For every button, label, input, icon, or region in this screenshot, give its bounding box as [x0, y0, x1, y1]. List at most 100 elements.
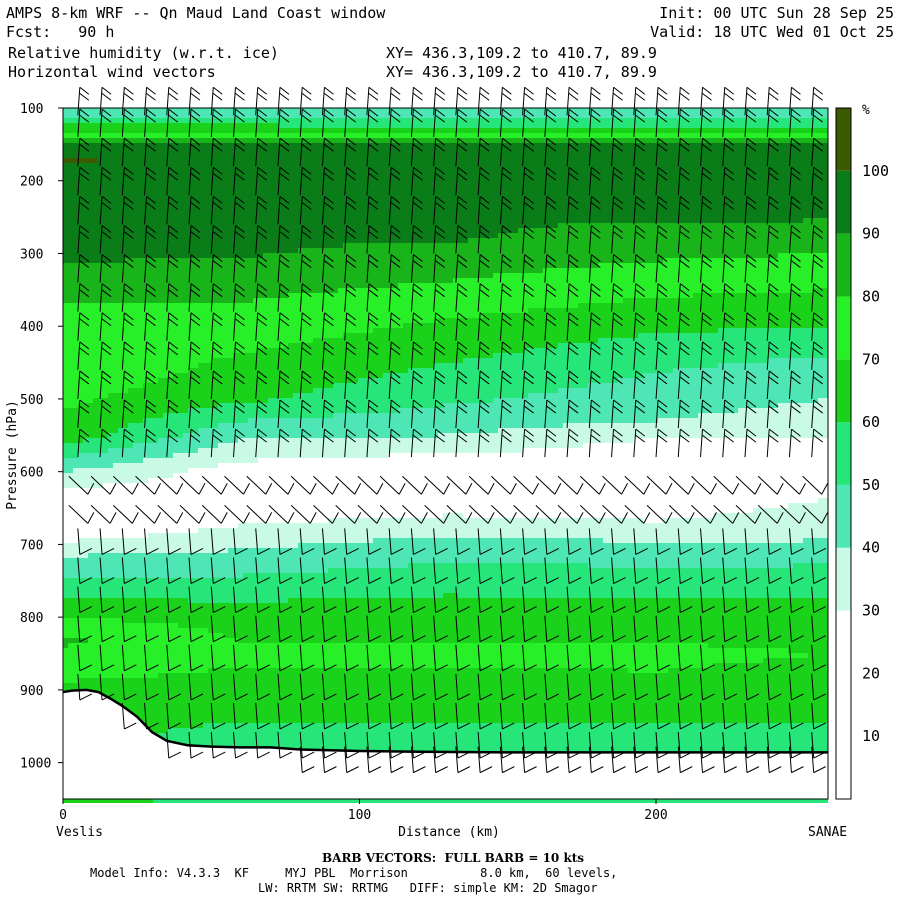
rh-cell: [108, 433, 183, 438]
rh-cell: [63, 538, 78, 543]
wind-barb: [566, 746, 582, 774]
rh-cell: [63, 243, 343, 248]
rh-cell: [298, 248, 828, 253]
wind-barb: [121, 312, 134, 341]
wind-barb: [144, 166, 156, 196]
wind-barb: [691, 475, 717, 495]
wind-barb: [313, 475, 339, 495]
rh-cell: [218, 443, 583, 448]
wind-barb: [522, 399, 534, 429]
wind-barb: [188, 341, 201, 370]
wind-barb: [299, 528, 315, 555]
wind-barb: [588, 137, 601, 167]
wind-barb: [277, 557, 293, 584]
rh-cell: [63, 703, 828, 708]
wind-barb: [566, 137, 579, 167]
wind-barb: [766, 312, 779, 341]
wind-barb: [766, 370, 779, 399]
wind-barb: [433, 428, 445, 458]
wind-barb: [277, 312, 290, 341]
rh-cell: [168, 728, 828, 733]
rh-cell: [153, 798, 828, 803]
wind-barb: [788, 166, 801, 196]
wind-barb: [433, 225, 445, 254]
rh-cell: [63, 628, 208, 633]
wind-barb: [744, 254, 757, 283]
wind-barb: [722, 137, 735, 167]
wind-barb: [121, 702, 137, 730]
wind-barb: [655, 195, 668, 225]
wind-barb: [144, 644, 159, 672]
wind-barb: [677, 644, 693, 672]
wind-barb: [544, 137, 557, 167]
wind-barb: [677, 702, 693, 730]
wind-barb: [210, 283, 223, 312]
wind-barb: [455, 528, 471, 555]
wind-barb: [499, 254, 512, 283]
rh-cell: [63, 588, 828, 593]
wind-barb: [77, 86, 90, 116]
wind-barb: [433, 586, 448, 614]
wind-barb: [344, 528, 359, 555]
wind-barb: [344, 86, 356, 116]
wind-barb: [744, 702, 760, 730]
rh-cell: [63, 563, 408, 568]
colorbar-tick-label: 70: [862, 350, 880, 368]
wind-barb: [544, 586, 560, 614]
rh-cell: [598, 263, 828, 268]
rh-cell: [238, 438, 633, 443]
wind-barb: [321, 195, 334, 225]
left-endpoint: Veslis: [56, 825, 103, 840]
wind-barb: [522, 557, 537, 584]
rh-cell: [288, 293, 693, 298]
wind-barb: [232, 283, 245, 312]
wind-barb: [379, 475, 406, 495]
wind-barb: [188, 428, 201, 458]
wind-barb: [477, 370, 490, 399]
wind-barb: [611, 312, 623, 341]
wind-barb: [188, 702, 204, 730]
colorbar: 10 20 30 40 50 60 70 80 90 100: [835, 107, 889, 800]
wind-barb: [544, 557, 560, 584]
wind-barb: [477, 586, 493, 614]
rh-cell: [63, 573, 243, 578]
wind-barb: [232, 615, 248, 643]
wind-barb: [611, 428, 623, 458]
y-tick-label: 200: [20, 175, 43, 190]
wind-barbs: [68, 86, 829, 774]
wind-barb: [388, 86, 401, 116]
wind-barb: [277, 673, 293, 701]
wind-barb: [700, 399, 712, 429]
rh-cell: [63, 568, 328, 573]
rh-cell: [153, 733, 828, 738]
wind-barb: [388, 254, 401, 283]
wind-barb: [277, 225, 290, 254]
rh-cell: [813, 288, 828, 293]
wind-barb: [344, 137, 356, 167]
wind-barb: [766, 644, 782, 672]
wind-barb: [744, 341, 757, 370]
wind-barb: [99, 644, 115, 672]
rh-cell: [63, 138, 828, 143]
rh-cell: [268, 398, 493, 403]
rh-cell: [63, 258, 123, 263]
y-tick-label: 500: [20, 393, 43, 408]
rh-cell: [718, 328, 828, 333]
wind-barb: [477, 254, 490, 283]
wind-barb: [646, 504, 673, 524]
wind-barb: [513, 475, 540, 495]
wind-barb: [477, 312, 490, 341]
wind-barb: [566, 399, 579, 429]
wind-barb: [366, 428, 379, 458]
axes: 100 200 300 400 500 600 700 800 900 1000 0 100 200: [20, 102, 668, 823]
wind-barb: [499, 615, 515, 643]
wind-barb: [99, 557, 115, 584]
rh-cell: [63, 678, 78, 683]
rh-cell: [493, 398, 818, 403]
wind-barb: [557, 504, 584, 524]
rh-cell: [808, 653, 828, 658]
wind-barb: [433, 615, 448, 643]
wind-barb: [232, 195, 245, 225]
wind-barb: [566, 283, 579, 312]
rh-cell: [63, 698, 828, 703]
